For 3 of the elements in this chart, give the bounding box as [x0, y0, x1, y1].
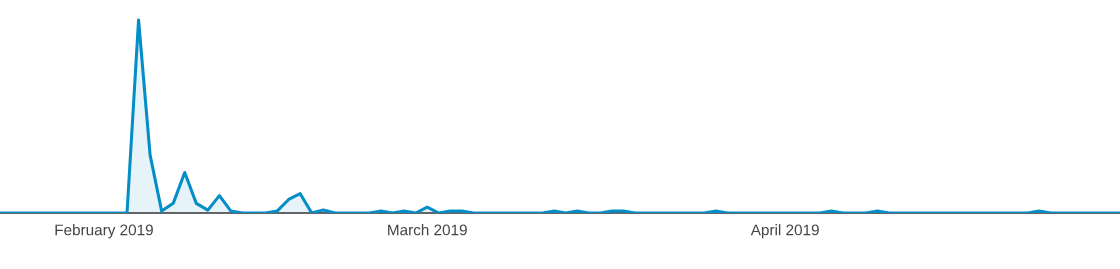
x-tick-label: March 2019	[388, 224, 467, 236]
x-tick-label: February 2019	[55, 224, 153, 239]
x-tick-label: April 2019	[750, 224, 819, 239]
